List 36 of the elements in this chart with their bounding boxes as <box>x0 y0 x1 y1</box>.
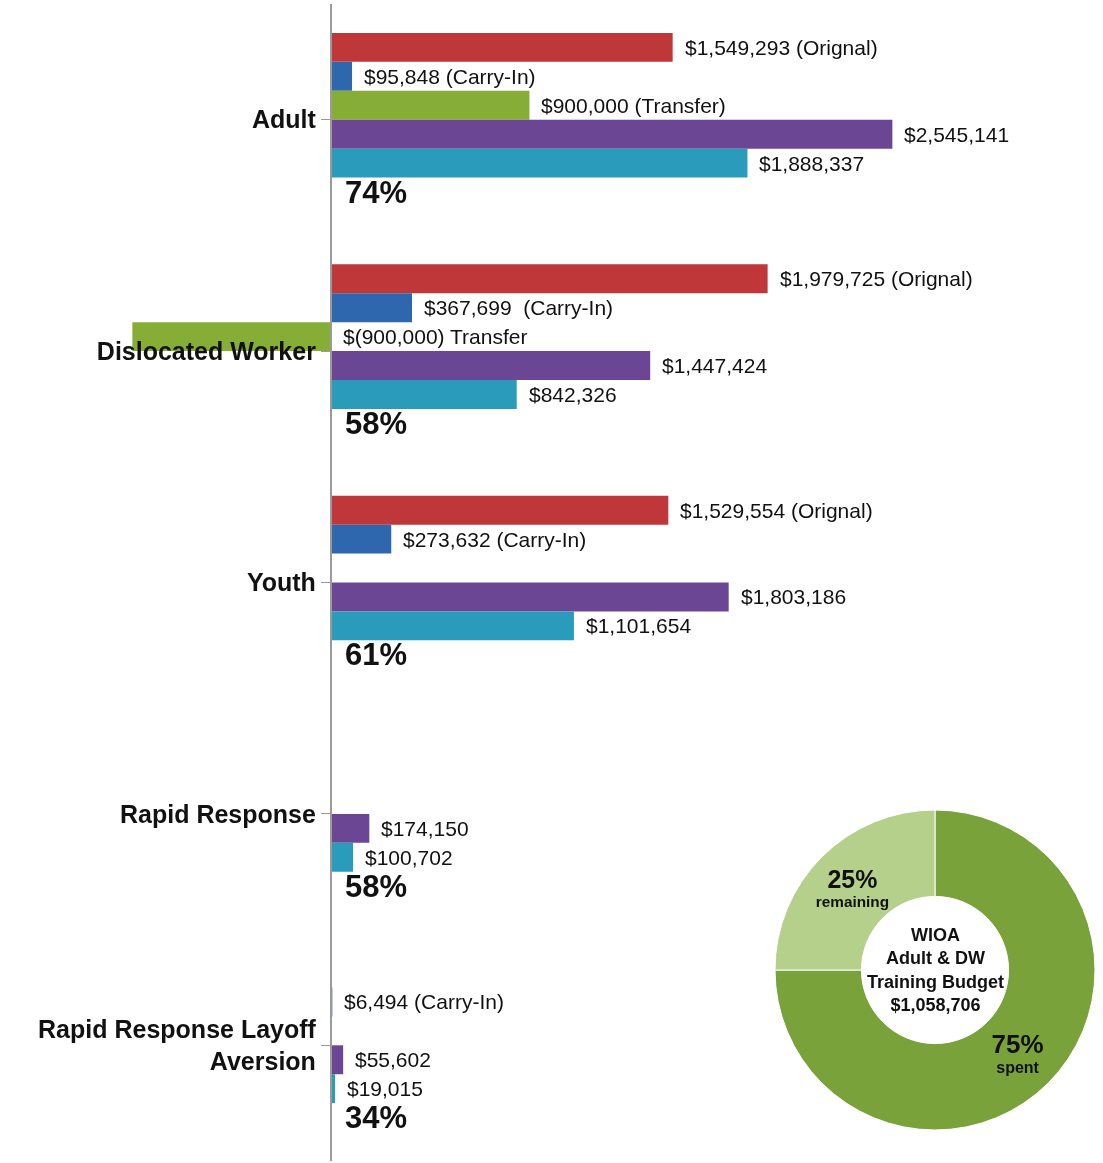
annotation: 34% <box>345 1100 408 1135</box>
data-label: 75% <box>991 1028 1044 1059</box>
annotation: $1,058,706 <box>890 995 981 1016</box>
y-tick-label: Rapid Response <box>120 799 316 828</box>
data-label: $174,150 <box>381 817 469 840</box>
data-label: $900,000 (Transfer) <box>541 94 726 117</box>
y-tick-label: Youth <box>246 568 316 597</box>
slice-label: remaining <box>815 893 889 911</box>
data-label: $1,803,186 <box>741 585 847 608</box>
data-label: $1,447,424 <box>662 354 768 377</box>
annotation: Adult & DW <box>886 948 985 969</box>
data-label: $1,529,554 (Orignal) <box>680 499 873 522</box>
data-label: $6,494 (Carry-In) <box>344 990 504 1013</box>
data-label: $100,702 <box>365 846 453 869</box>
annotation: 58% <box>345 869 408 904</box>
data-label: $1,979,725 (Orignal) <box>780 267 973 290</box>
data-label: $2,545,141 <box>904 123 1010 146</box>
annotation: 58% <box>345 406 408 441</box>
data-label: $273,632 (Carry-In) <box>403 528 587 551</box>
data-label: $842,326 <box>529 383 617 406</box>
data-label: $(900,000) Transfer <box>343 325 528 348</box>
y-tick-label: Adult <box>252 105 317 134</box>
data-label: $1,888,337 <box>759 152 865 175</box>
annotation: Training Budget <box>867 971 1004 992</box>
data-label: $95,848 (Carry-In) <box>364 65 536 88</box>
y-tick-label: Rapid Response Layoff Aversion <box>38 1014 317 1076</box>
annotation: 74% <box>345 175 408 210</box>
data-label: $367,699 (Carry-In) <box>424 296 614 319</box>
data-label: $55,602 <box>355 1048 431 1071</box>
annotation: WIOA <box>911 925 960 945</box>
data-label: $1,549,293 (Orignal) <box>685 36 878 59</box>
annotation: 61% <box>345 637 408 672</box>
slice-label: spent <box>996 1059 1040 1077</box>
data-label: 25% <box>827 864 878 893</box>
data-label: $1,101,654 <box>586 614 692 637</box>
data-label: $19,015 <box>347 1077 423 1100</box>
